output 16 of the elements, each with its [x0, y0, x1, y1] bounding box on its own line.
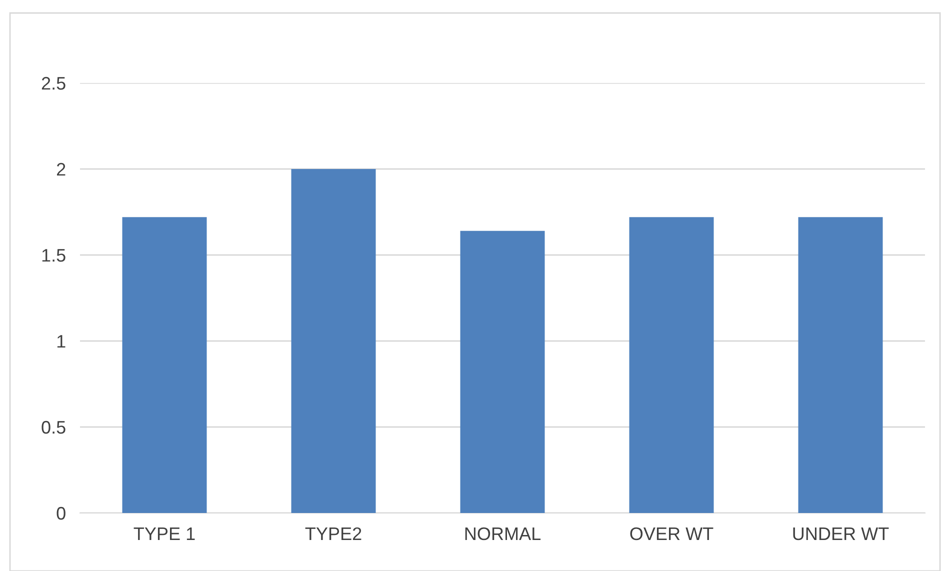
y-tick-label: 2 [56, 162, 66, 176]
x-tick-label: OVER WT [630, 527, 714, 540]
x-tick-label: NORMAL [465, 527, 541, 540]
bar [460, 230, 545, 513]
bar [122, 217, 207, 513]
x-tick-label: TYPE 1 [134, 528, 195, 540]
y-tick-label: 1 [57, 335, 66, 348]
y-tick-label: 2.5 [42, 76, 66, 90]
y-tick-label: 1.5 [42, 249, 66, 262]
x-tick-label: UNDER WT [793, 528, 889, 540]
bar [291, 169, 376, 513]
x-tick-label: TYPE2 [305, 527, 362, 540]
bar [629, 217, 714, 513]
bar [798, 217, 883, 513]
y-tick-label: 0.5 [42, 420, 66, 434]
y-tick-label: 0 [56, 506, 66, 520]
